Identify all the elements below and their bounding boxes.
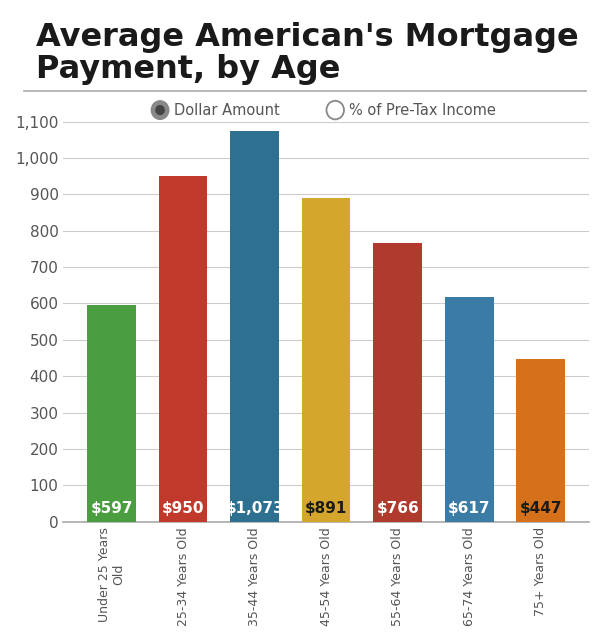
Text: $597: $597: [91, 501, 133, 516]
Text: $766: $766: [376, 501, 419, 516]
Bar: [230, 131, 279, 522]
Bar: [88, 305, 136, 522]
Bar: [159, 176, 207, 522]
Text: $891: $891: [305, 501, 347, 516]
Text: % of Pre-Tax Income: % of Pre-Tax Income: [349, 102, 496, 118]
Bar: [516, 359, 565, 522]
Bar: [445, 297, 493, 522]
Text: $617: $617: [448, 501, 490, 516]
Text: Payment, by Age: Payment, by Age: [36, 54, 341, 85]
Text: Average American's Mortgage: Average American's Mortgage: [36, 22, 579, 53]
Text: Dollar Amount: Dollar Amount: [174, 102, 280, 118]
Text: $950: $950: [162, 501, 204, 516]
Bar: [302, 198, 350, 522]
Text: $1,073: $1,073: [225, 501, 284, 516]
Text: $447: $447: [519, 501, 562, 516]
Bar: [373, 243, 422, 522]
